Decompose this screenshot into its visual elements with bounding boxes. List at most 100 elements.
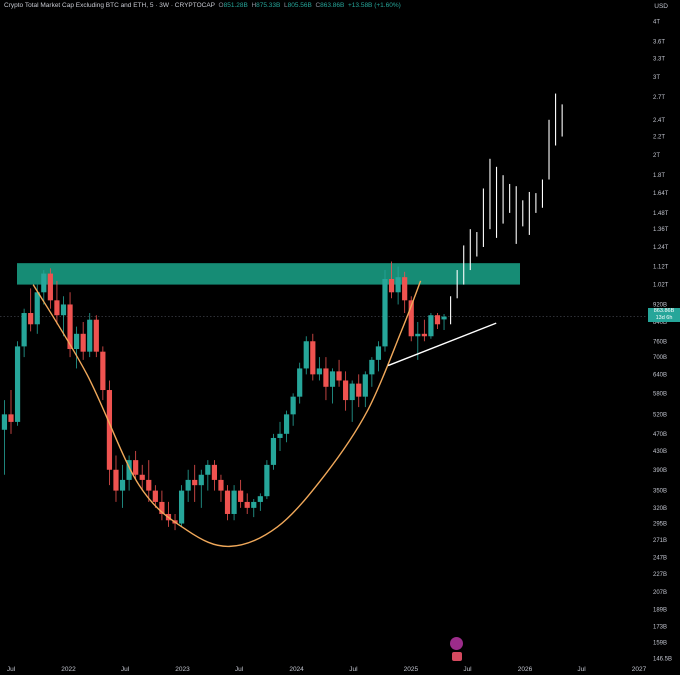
tradingview-logo-icon[interactable] [450,637,463,650]
y-tick-label: 920B [653,302,667,308]
candle-down [244,501,250,508]
y-tick-label: 2.7T [653,95,665,101]
candle-up [257,496,263,502]
candle-up [349,383,355,401]
candle-up [185,479,191,491]
y-tick-label: 247B [653,556,667,562]
candle-down [67,304,73,350]
candle-down [152,490,158,502]
y-tick-label: 2.4T [653,118,665,124]
candle-down [113,469,119,491]
candle-up [362,374,368,397]
calendar-icon[interactable] [452,652,462,661]
candle-up [231,490,237,514]
candle-down [408,300,414,337]
candle-down [100,351,106,391]
x-tick-label: Jul [121,666,130,673]
y-tick-label: 700B [653,355,667,361]
candle-down [28,313,34,325]
candle-up [87,319,93,352]
y-tick-label: 173B [653,624,667,630]
candles [1,261,447,531]
currency-label[interactable]: USD [654,3,668,10]
candle-down [106,390,113,470]
y-tick-label: 760B [653,339,667,345]
candle-down [47,273,53,301]
candle-up [264,464,270,497]
x-tick-label: 2025 [404,666,419,673]
candle-down [323,368,329,387]
candle-up [21,313,27,347]
candle-down [133,460,139,475]
candle-up [205,464,211,475]
y-tick-label: 227B [653,572,667,578]
x-tick-label: 2024 [289,666,304,673]
candle-up [119,479,126,491]
y-tick-label: 146.5B [653,656,672,662]
resistance-zone [17,263,520,285]
price-axis[interactable]: 4T 3.6T 3.3T 3T 2.7T 2.4T 2.2T 2T 1.8T 1.64T 1.48T… [653,19,672,662]
close-value: 863.86B [320,2,345,9]
y-tick-label: 580B [653,391,667,397]
close-key: C [315,2,321,9]
high-value: 875.33B [256,2,281,9]
candle-up [316,368,322,375]
candle-up [369,359,375,375]
candle-down [356,383,362,397]
candle-up [441,316,447,320]
candle-up [375,346,382,360]
y-tick-label: 470B [653,432,667,438]
change-value: +13.58B (+1.60%) [348,2,401,9]
cup-curve [32,280,422,548]
y-tick-label: 430B [653,449,667,455]
candle-up [395,277,401,293]
x-tick-label: Jul [235,666,244,673]
source-label: CRYPTOCAP [174,2,215,9]
y-tick-label: 640B [653,372,667,378]
candle-down [192,479,198,486]
y-tick-label: 1.12T [653,265,669,271]
y-tick-label: 189B [653,607,667,613]
candle-down [402,277,408,301]
candle-up [329,371,336,387]
y-tick-label: 1.36T [653,227,669,233]
candle-up [277,433,283,438]
candle-down [343,380,349,401]
chart-header: Crypto Total Market Cap Excluding BTC an… [4,2,401,9]
y-tick-label: 2.2T [653,135,665,141]
y-tick-label: 1.02T [653,283,669,289]
candle-up [303,341,309,369]
candle-down [336,371,342,381]
symbol-title: Crypto Total Market Cap Excluding BTC an… [4,2,154,9]
candle-up [415,333,421,337]
resistance-zone-box [17,263,520,285]
candle-down [310,341,316,375]
y-tick-label: 3T [653,75,660,81]
open-key: O [218,2,224,9]
y-tick-label: 4T [653,19,660,25]
y-tick-label: 207B [653,590,667,596]
candle-up [290,396,296,415]
candle-down [421,333,427,337]
interval-label: 3W [159,2,169,9]
candle-down [139,474,145,480]
drawings [32,280,497,548]
candle-down [93,319,99,352]
y-tick-label: 1.48T [653,211,669,217]
candle-down [238,490,244,502]
high-key: H [251,2,257,9]
open-value: 851.28B [223,2,248,9]
last-price-tag: 863.86B 13d 6h [648,308,680,322]
candle-down [54,300,60,316]
candle-down [224,490,231,514]
y-tick-label: 3.6T [653,40,665,46]
x-tick-label: 2022 [61,666,76,673]
projection-bars [450,93,563,325]
y-tick-label: 520B [653,412,667,418]
time-axis[interactable]: Jul 2022 Jul 2023 Jul 2024 Jul 2025 Jul 2026 Jul 20… [7,666,647,673]
candle-up [14,346,21,422]
y-tick-label: 320B [653,506,667,512]
y-tick-label: 1.8T [653,173,665,179]
candle-up [198,474,204,486]
